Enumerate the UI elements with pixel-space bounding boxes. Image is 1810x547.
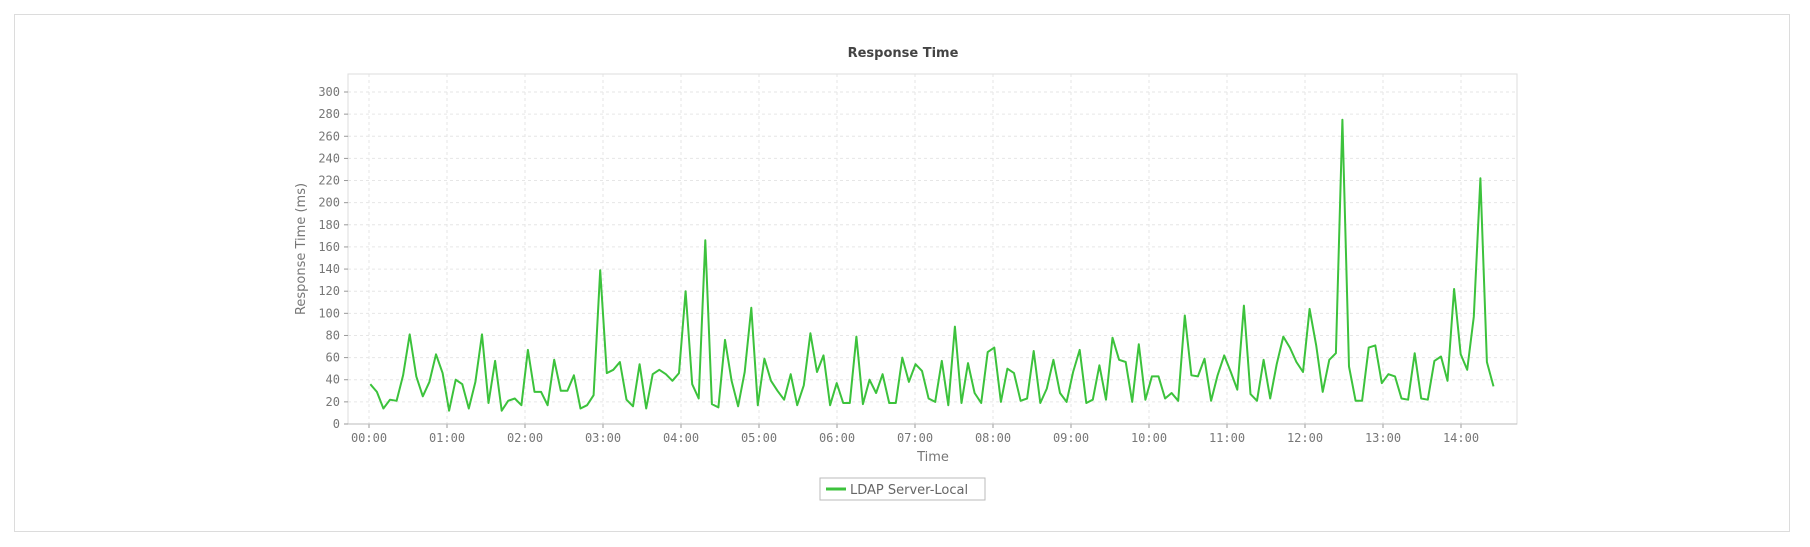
y-tick-label: 240 <box>318 151 340 165</box>
x-tick-label: 05:00 <box>741 431 777 445</box>
y-tick-label: 280 <box>318 107 340 121</box>
chart-panel <box>14 14 1790 532</box>
y-axis-label: Response Time (ms) <box>294 183 309 315</box>
x-tick-label: 02:00 <box>507 431 543 445</box>
y-tick-label: 0 <box>333 417 340 431</box>
y-tick-label: 20 <box>326 395 340 409</box>
x-tick-label: 12:00 <box>1287 431 1323 445</box>
x-tick-label: 01:00 <box>429 431 465 445</box>
x-tick-label: 07:00 <box>897 431 933 445</box>
x-tick-label: 09:00 <box>1053 431 1089 445</box>
x-tick-label: 11:00 <box>1209 431 1245 445</box>
legend[interactable]: LDAP Server-Local <box>819 477 986 501</box>
y-axis: 0 20 40 60 80 100 120 140 160 180 200 220 240 260 280 3… <box>318 85 348 431</box>
y-tick-label: 260 <box>318 129 340 143</box>
y-tick-label: 80 <box>326 328 340 342</box>
legend-label: LDAP Server-Local <box>850 483 968 498</box>
y-tick-label: 100 <box>318 306 340 320</box>
y-tick-label: 220 <box>318 174 340 188</box>
x-tick-label: 03:00 <box>585 431 621 445</box>
series-line-ldap-server-local <box>369 118 1495 412</box>
chart-title: Response Time <box>848 46 959 61</box>
x-tick-label: 00:00 <box>351 431 387 445</box>
x-tick-label: 06:00 <box>819 431 855 445</box>
y-tick-label: 120 <box>318 284 340 298</box>
x-tick-label: 13:00 <box>1365 431 1401 445</box>
x-axis: 00:00 01:00 02:00 03:00 04:00 05:00 06:00 07:00… <box>348 423 1517 445</box>
y-tick-label: 40 <box>326 373 340 387</box>
y-tick-label: 160 <box>318 240 340 254</box>
y-tick-label: 300 <box>318 85 340 99</box>
y-tick-label: 60 <box>326 351 340 365</box>
y-tick-label: 180 <box>318 218 340 232</box>
x-tick-label: 08:00 <box>975 431 1011 445</box>
grid <box>348 74 1517 424</box>
x-tick-label: 04:00 <box>663 431 699 445</box>
x-tick-label: 14:00 <box>1443 431 1479 445</box>
x-axis-label: Time <box>916 450 949 465</box>
y-tick-label: 200 <box>318 196 340 210</box>
y-tick-label: 140 <box>318 262 340 276</box>
x-tick-label: 10:00 <box>1131 431 1167 445</box>
